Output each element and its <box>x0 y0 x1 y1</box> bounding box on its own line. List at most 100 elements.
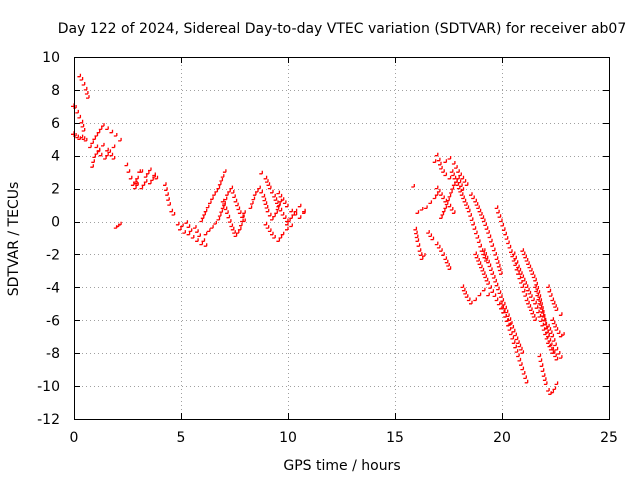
data-point <box>428 200 433 205</box>
data-point <box>90 164 94 168</box>
data-point <box>96 129 101 134</box>
data-point <box>496 286 500 291</box>
data-point <box>113 133 118 137</box>
data-point <box>520 248 525 252</box>
data-point <box>438 161 442 166</box>
data-point <box>481 248 486 252</box>
data-point <box>230 190 235 194</box>
data-point <box>523 375 527 380</box>
data-point <box>276 203 281 208</box>
data-point <box>227 219 232 223</box>
data-point <box>236 206 241 211</box>
data-point <box>124 162 129 167</box>
data-point <box>548 330 553 335</box>
data-point <box>130 182 135 186</box>
data-point <box>227 188 231 193</box>
data-point <box>230 226 235 231</box>
data-point <box>109 129 114 134</box>
data-point <box>426 230 430 234</box>
data-point <box>540 368 545 372</box>
data-point <box>152 174 156 178</box>
data-point <box>490 243 495 247</box>
y-tick-label: 10 <box>42 50 60 66</box>
data-point <box>521 288 526 293</box>
data-point <box>139 169 144 173</box>
data-point <box>503 231 507 236</box>
x-tick-label: 0 <box>70 430 79 446</box>
data-point <box>441 195 445 200</box>
data-point <box>514 260 519 264</box>
data-point <box>148 167 152 172</box>
data-point <box>274 210 278 214</box>
data-point <box>265 208 270 213</box>
data-point <box>554 356 559 361</box>
data-point <box>511 340 516 344</box>
data-point <box>523 293 527 297</box>
data-point <box>539 309 544 313</box>
data-point <box>461 287 466 292</box>
data-point <box>449 190 453 194</box>
grid-lines <box>74 57 609 419</box>
data-point <box>206 228 211 233</box>
data-point <box>483 252 487 256</box>
data-point <box>491 247 496 252</box>
data-point <box>458 188 462 193</box>
data-point <box>483 222 487 227</box>
data-point <box>546 333 550 338</box>
data-point <box>490 289 495 293</box>
data-point <box>94 144 99 149</box>
data-point <box>414 234 419 239</box>
data-point <box>216 185 221 190</box>
data-point <box>276 190 281 195</box>
data-point <box>524 297 529 302</box>
data-point <box>526 300 530 305</box>
data-point <box>217 181 222 186</box>
data-point <box>486 230 490 234</box>
data-point <box>186 231 191 236</box>
data-point <box>541 317 546 321</box>
data-point <box>416 243 421 247</box>
data-point <box>86 95 90 99</box>
data-point <box>460 175 465 180</box>
x-tick-label: 5 <box>177 430 186 446</box>
data-point <box>276 238 281 242</box>
data-point <box>77 73 82 78</box>
data-point <box>197 233 201 238</box>
data-point <box>223 206 228 211</box>
data-point <box>471 221 475 226</box>
y-tick-label: -12 <box>37 412 60 428</box>
data-point <box>535 292 540 297</box>
data-point <box>263 201 268 205</box>
data-point <box>487 234 492 239</box>
y-tick-label: -10 <box>37 379 60 395</box>
data-point <box>411 184 415 188</box>
data-point <box>81 128 86 132</box>
data-points <box>71 73 565 395</box>
data-point <box>476 258 480 262</box>
data-point <box>521 277 526 282</box>
data-point <box>263 221 268 226</box>
data-point <box>166 197 170 201</box>
data-point <box>434 152 439 157</box>
data-point <box>449 207 454 211</box>
data-point <box>439 165 443 170</box>
data-point <box>531 314 536 318</box>
data-point <box>499 218 503 223</box>
data-point <box>278 235 283 239</box>
data-point <box>514 336 519 341</box>
data-point <box>503 305 507 310</box>
data-point <box>96 148 101 153</box>
data-point <box>79 134 84 139</box>
data-point <box>491 275 496 279</box>
x-tick-label: 15 <box>386 430 404 446</box>
data-point <box>480 267 485 272</box>
data-point <box>289 223 293 228</box>
data-point <box>458 172 462 177</box>
data-point <box>447 193 452 198</box>
data-point <box>507 327 512 331</box>
data-point <box>291 212 296 216</box>
data-point <box>550 317 555 321</box>
data-point <box>98 126 103 131</box>
y-tick-label: -4 <box>46 280 60 296</box>
data-point <box>474 202 479 206</box>
